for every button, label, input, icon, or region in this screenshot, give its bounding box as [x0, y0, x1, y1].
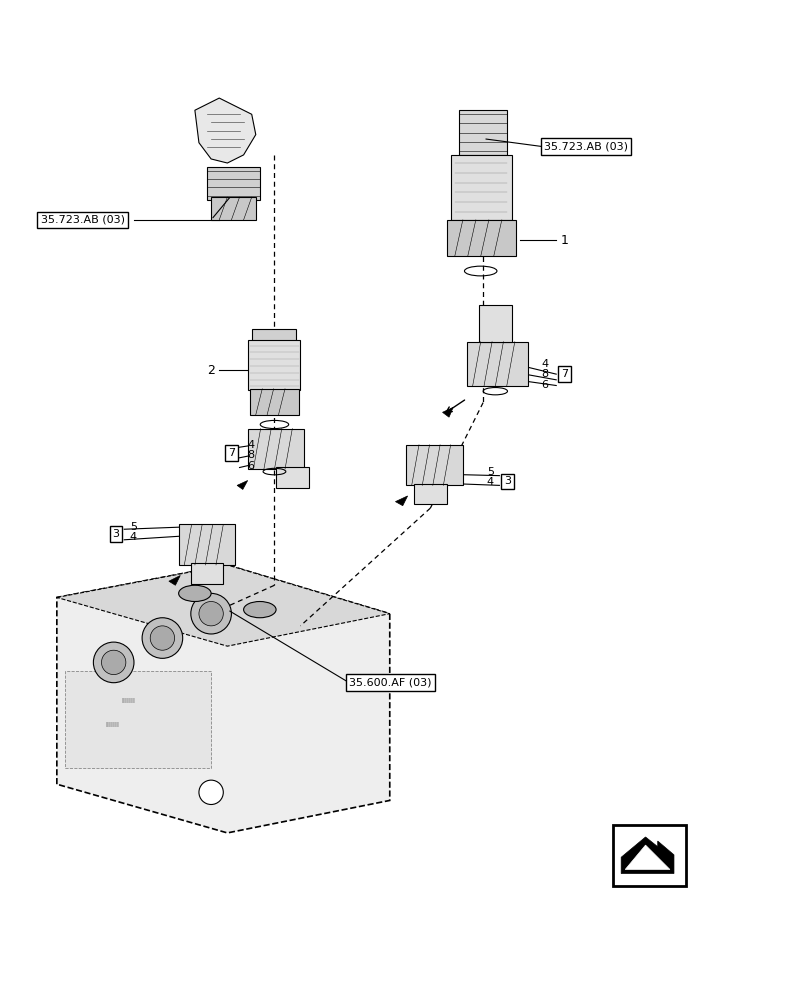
Polygon shape — [169, 576, 180, 585]
Polygon shape — [442, 407, 453, 417]
FancyBboxPatch shape — [191, 563, 223, 584]
Circle shape — [93, 642, 134, 683]
Bar — [612, 825, 685, 886]
FancyBboxPatch shape — [414, 484, 446, 504]
Text: 2: 2 — [207, 364, 215, 377]
Text: 5: 5 — [486, 467, 493, 477]
Text: 6: 6 — [540, 380, 547, 390]
FancyBboxPatch shape — [250, 389, 298, 415]
Polygon shape — [57, 565, 389, 833]
Circle shape — [101, 650, 126, 675]
FancyBboxPatch shape — [211, 197, 255, 220]
FancyBboxPatch shape — [446, 220, 515, 256]
Text: 4: 4 — [540, 359, 547, 369]
Polygon shape — [620, 837, 673, 874]
Polygon shape — [624, 845, 669, 869]
Text: 8: 8 — [247, 450, 255, 460]
FancyBboxPatch shape — [478, 305, 511, 342]
Text: 3: 3 — [113, 529, 119, 539]
FancyBboxPatch shape — [406, 445, 462, 485]
Text: 35.723.AB (03): 35.723.AB (03) — [543, 142, 627, 152]
FancyBboxPatch shape — [247, 340, 300, 390]
Text: 7: 7 — [228, 448, 234, 458]
Ellipse shape — [243, 601, 276, 618]
FancyBboxPatch shape — [458, 110, 507, 155]
Circle shape — [142, 618, 182, 658]
Text: 7: 7 — [560, 369, 567, 379]
Text: 35.600.AF (03): 35.600.AF (03) — [349, 678, 431, 688]
FancyBboxPatch shape — [276, 467, 308, 488]
Text: 3: 3 — [504, 476, 510, 486]
Text: 1: 1 — [560, 234, 568, 247]
FancyBboxPatch shape — [466, 342, 527, 386]
Polygon shape — [395, 496, 407, 506]
Text: 4: 4 — [486, 477, 493, 487]
Text: 4: 4 — [247, 440, 255, 450]
Text: 35.723.AB (03): 35.723.AB (03) — [41, 215, 124, 225]
FancyBboxPatch shape — [207, 167, 260, 200]
Ellipse shape — [178, 585, 211, 601]
Text: 4: 4 — [130, 532, 137, 542]
Circle shape — [199, 601, 223, 626]
FancyBboxPatch shape — [450, 155, 511, 220]
Polygon shape — [57, 565, 389, 646]
Text: 8: 8 — [540, 369, 547, 379]
Polygon shape — [237, 481, 247, 489]
Circle shape — [191, 593, 231, 634]
FancyBboxPatch shape — [178, 524, 235, 565]
Polygon shape — [195, 98, 255, 163]
Text: IIIIIII: IIIIIII — [105, 722, 119, 728]
FancyBboxPatch shape — [247, 429, 304, 469]
Text: 5: 5 — [130, 522, 137, 532]
Circle shape — [150, 626, 174, 650]
Circle shape — [199, 780, 223, 804]
Text: 6: 6 — [247, 461, 255, 471]
FancyBboxPatch shape — [65, 671, 211, 768]
Text: IIIIIII: IIIIIII — [122, 698, 135, 704]
FancyBboxPatch shape — [251, 329, 296, 342]
